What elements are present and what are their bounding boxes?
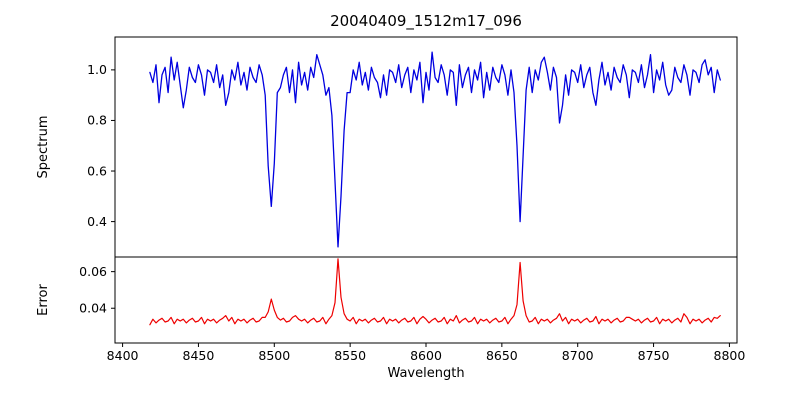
spectrum-y-axis-label: Spectrum (36, 116, 51, 179)
ticks-group: 8400 8450 8500 8550 8600 8650 8700 8750 8800 1.0 0… (79, 62, 745, 363)
chart-title: 20040409_1512m17_096 (330, 12, 522, 31)
y-tick-label: 0.04 (79, 301, 107, 316)
x-tick-label: 8400 (107, 348, 139, 363)
x-tick-label: 8450 (183, 348, 215, 363)
x-tick-label: 8500 (258, 348, 290, 363)
y-tick-label: 0.8 (87, 113, 107, 128)
y-tick-label: 0.06 (79, 264, 107, 279)
x-tick-label: 8800 (714, 348, 746, 363)
error-y-axis-label: Error (36, 284, 51, 316)
x-tick-label: 8550 (334, 348, 366, 363)
spectrum-line (149, 51, 721, 248)
x-axis-label: Wavelength (387, 366, 464, 381)
y-tick-label: 0.6 (87, 163, 107, 178)
x-tick-label: 8650 (486, 348, 518, 363)
error-line (149, 258, 721, 326)
y-tick-label: 1.0 (87, 62, 107, 77)
x-tick-label: 8750 (638, 348, 670, 363)
x-tick-label: 8600 (410, 348, 442, 363)
y-tick-label: 0.4 (87, 214, 107, 229)
error-panel (114, 256, 738, 344)
x-tick-label: 8700 (562, 348, 594, 363)
